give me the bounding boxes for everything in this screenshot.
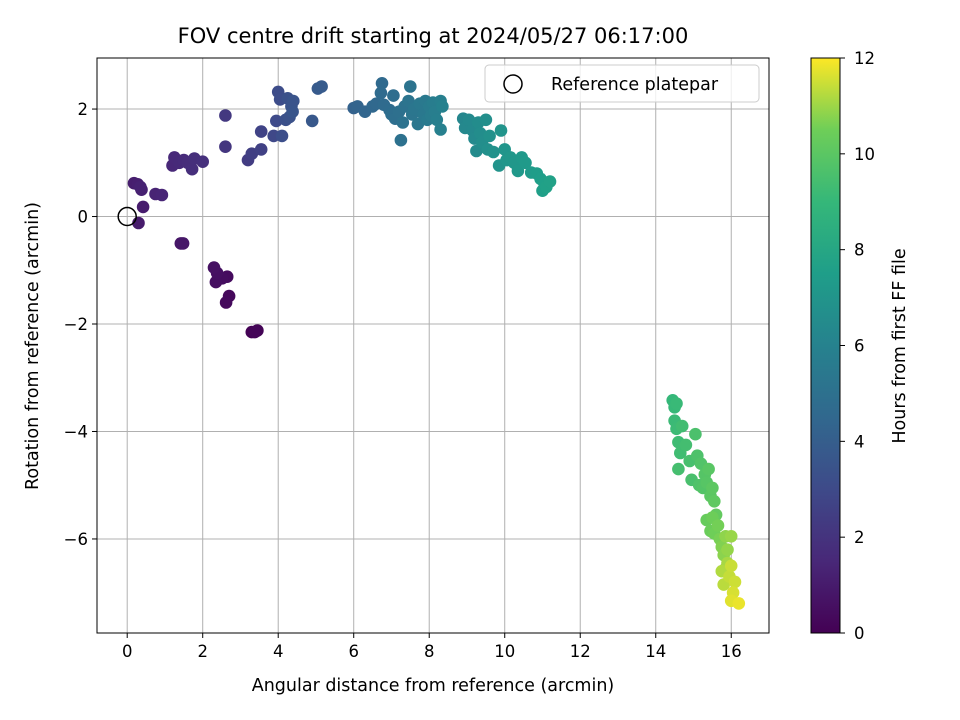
colorbar-label: Hours from first FF file <box>890 248 910 443</box>
y-tick-label: −6 <box>64 530 88 549</box>
data-point <box>436 100 449 113</box>
data-point <box>219 109 232 122</box>
data-point <box>219 296 233 309</box>
data-point <box>275 129 289 143</box>
data-point <box>254 125 268 138</box>
data-point <box>248 325 262 339</box>
data-point <box>543 175 557 188</box>
colorbar-tick-label: 0 <box>854 624 865 643</box>
x-tick-label: 8 <box>424 642 435 661</box>
data-point <box>394 133 408 147</box>
colorbar-tick-label: 8 <box>854 241 865 260</box>
data-point <box>511 164 525 178</box>
x-tick-label: 12 <box>570 642 591 661</box>
x-tick-label: 10 <box>494 642 515 661</box>
colorbar-tick-label: 2 <box>854 528 865 547</box>
chart-title: FOV centre drift starting at 2024/05/27 … <box>178 24 689 48</box>
x-tick-label: 2 <box>197 642 208 661</box>
data-point <box>374 86 388 100</box>
data-point <box>519 156 532 170</box>
data-point <box>396 116 410 129</box>
data-point <box>387 89 400 102</box>
colorbar-gradient <box>810 57 841 634</box>
data-point <box>286 105 299 118</box>
data-point <box>721 543 734 556</box>
x-axis-label: Angular distance from reference (arcmin) <box>252 676 615 696</box>
data-point <box>672 462 685 476</box>
colorbar-tick-label: 6 <box>854 337 865 356</box>
data-point <box>724 530 738 543</box>
data-point <box>155 188 169 202</box>
legend-box <box>484 64 760 103</box>
legend: Reference platepar <box>484 64 760 103</box>
data-point <box>404 80 417 93</box>
data-point <box>483 129 496 143</box>
data-point <box>706 481 719 495</box>
x-axis-ticks: 0 2 4 6 8 10 12 14 16 <box>122 633 742 661</box>
data-point <box>315 80 328 93</box>
colorbar-tick-label: 4 <box>854 432 865 451</box>
reference-marker <box>117 206 137 227</box>
data-point <box>270 114 283 128</box>
y-axis-label: Rotation from reference (arcmin) <box>23 202 43 490</box>
data-point <box>375 77 389 90</box>
y-tick-label: −4 <box>64 422 88 441</box>
data-point <box>711 519 725 532</box>
data-point <box>430 113 444 127</box>
colorbar-ticks: 0 2 4 6 8 10 12 <box>840 49 875 643</box>
legend-marker-icon <box>503 74 523 94</box>
data-point <box>185 162 199 176</box>
data-point <box>434 123 447 136</box>
data-point <box>708 495 721 508</box>
legend-entry-label: Reference platepar <box>551 75 719 95</box>
data-point <box>479 113 493 127</box>
plot-frame <box>96 57 770 634</box>
data-point <box>134 180 147 194</box>
data-point <box>689 427 702 441</box>
y-tick-label: 0 <box>78 208 89 227</box>
colorbar-tick-label: 10 <box>854 145 875 164</box>
data-point <box>219 140 232 153</box>
data-point <box>670 397 683 410</box>
data-point <box>411 117 425 131</box>
data-points <box>127 77 746 610</box>
data-point <box>287 94 300 108</box>
x-tick-label: 6 <box>348 642 359 661</box>
colorbar-tick-label: 12 <box>854 49 875 68</box>
data-point <box>675 419 689 433</box>
y-axis-ticks: −6 −4 −2 0 2 <box>64 100 97 549</box>
x-tick-label: 0 <box>122 642 133 661</box>
y-tick-label: −2 <box>64 315 88 334</box>
x-tick-label: 4 <box>273 642 284 661</box>
data-point <box>728 575 742 589</box>
data-point <box>207 261 221 274</box>
y-tick-label: 2 <box>78 100 89 119</box>
x-tick-label: 14 <box>645 642 666 661</box>
data-point <box>487 145 500 159</box>
x-tick-label: 16 <box>721 642 742 661</box>
data-point <box>724 559 738 573</box>
data-point <box>136 200 150 214</box>
data-point <box>176 237 190 250</box>
data-point <box>254 143 268 156</box>
data-point <box>245 147 259 160</box>
data-point <box>679 438 693 452</box>
colorbar: 0 2 4 6 8 10 12 Hours from first FF file <box>810 49 910 643</box>
data-point <box>702 462 715 476</box>
data-point <box>494 124 508 137</box>
data-point <box>305 114 319 128</box>
grid-lines <box>97 58 769 633</box>
reference-point <box>117 206 137 227</box>
data-point <box>196 155 209 168</box>
data-point <box>732 597 746 610</box>
